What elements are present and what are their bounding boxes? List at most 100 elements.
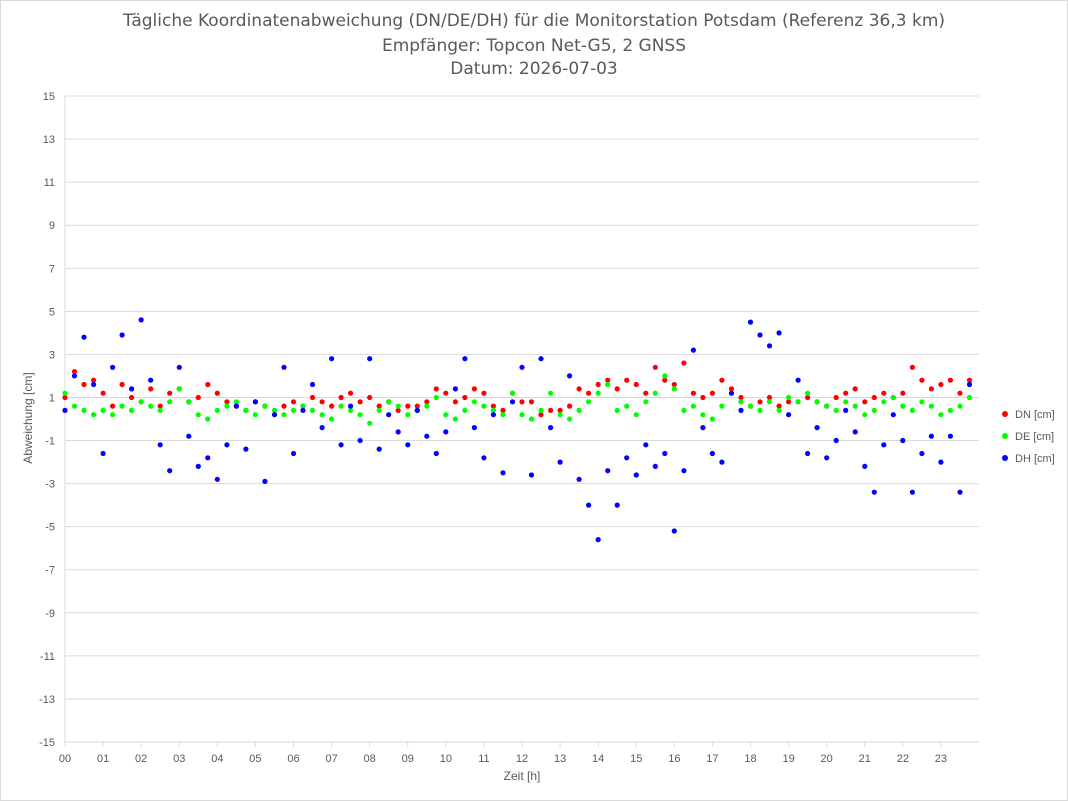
legend-marker: [1002, 411, 1008, 417]
data-point: [395, 403, 401, 409]
y-axis-label: Abweichung [cm]: [21, 372, 35, 463]
data-point: [947, 407, 954, 413]
x-tick-label: 08: [364, 753, 376, 765]
data-point: [938, 381, 944, 388]
data-point: [567, 373, 573, 379]
data-points: [62, 317, 973, 543]
y-tick-labels: 15 13 11 9 7 5 3 1 -1 -3 -5 -7 -9 -11 -13 -15: [39, 91, 55, 749]
data-point: [376, 446, 382, 452]
data-point: [243, 407, 249, 413]
data-point: [271, 412, 278, 418]
x-tick-labels: 00 01 02 03 04 05 06 07 08 09 10 11 12 13 14 15 16 17 18 19…: [59, 753, 947, 765]
data-point: [747, 319, 754, 325]
data-point: [595, 537, 601, 543]
data-point: [557, 407, 563, 413]
data-point: [709, 416, 716, 422]
data-point: [186, 399, 192, 405]
data-point: [786, 394, 792, 401]
data-point: [205, 455, 211, 461]
data-point: [833, 407, 839, 413]
data-point: [776, 407, 782, 413]
y-tick-label: 11: [44, 177, 55, 189]
x-tick-label: 05: [249, 753, 261, 765]
data-point: [386, 399, 392, 405]
data-point: [633, 412, 639, 418]
data-point: [938, 459, 944, 465]
data-point: [786, 399, 792, 405]
data-point: [519, 399, 525, 405]
x-tick-label: 06: [287, 753, 299, 765]
data-point: [433, 386, 439, 392]
data-point: [919, 399, 925, 405]
data-point: [71, 373, 78, 379]
data-point: [129, 386, 135, 392]
data-point: [662, 450, 668, 457]
data-point: [500, 412, 506, 418]
data-point: [795, 399, 801, 405]
data-point: [919, 377, 925, 383]
data-point: [548, 390, 554, 396]
data-point: [319, 425, 325, 431]
data-point: [662, 373, 668, 379]
data-point: [414, 407, 420, 413]
data-point: [205, 381, 211, 388]
data-point: [862, 412, 868, 418]
data-point: [624, 377, 630, 383]
data-point: [110, 364, 116, 370]
data-point: [700, 412, 706, 418]
legend-marker: [1002, 433, 1008, 439]
x-tick-label: 19: [782, 753, 794, 765]
data-point: [947, 377, 954, 383]
data-point: [681, 407, 687, 413]
data-point: [528, 399, 535, 405]
data-point: [719, 377, 725, 383]
data-point: [824, 403, 830, 409]
data-point: [757, 399, 763, 405]
data-point: [624, 403, 630, 409]
data-point: [890, 394, 896, 401]
data-point: [881, 399, 887, 405]
data-point: [652, 390, 658, 396]
data-point: [852, 403, 858, 409]
data-point: [338, 442, 344, 448]
y-tick-label: 9: [49, 220, 55, 232]
data-point: [119, 381, 125, 388]
data-point: [148, 403, 154, 409]
data-point: [405, 412, 411, 418]
data-point: [71, 403, 78, 409]
data-point: [214, 390, 220, 396]
data-point: [367, 394, 373, 401]
data-point: [471, 386, 477, 392]
data-point: [681, 360, 687, 366]
y-tick-label: -13: [39, 694, 55, 706]
data-point: [290, 407, 297, 413]
series-2: [62, 317, 973, 543]
data-point: [957, 489, 963, 495]
data-point: [728, 386, 735, 392]
data-point: [909, 489, 916, 495]
data-point: [757, 332, 763, 338]
data-point: [814, 399, 820, 405]
data-point: [538, 356, 544, 362]
data-point: [538, 407, 544, 413]
data-point: [643, 390, 649, 396]
data-point: [148, 377, 154, 383]
data-point: [290, 450, 297, 457]
data-point: [395, 429, 401, 435]
data-point: [424, 399, 430, 405]
data-point: [862, 463, 868, 469]
data-point: [243, 446, 249, 452]
data-point: [81, 407, 87, 413]
data-point: [167, 399, 173, 405]
data-point: [376, 403, 382, 409]
data-point: [538, 412, 544, 418]
data-point: [100, 390, 106, 396]
data-point: [329, 403, 335, 409]
data-point: [110, 403, 116, 409]
data-point: [490, 403, 496, 409]
data-point: [919, 450, 925, 457]
data-point: [662, 377, 668, 383]
data-point: [805, 394, 811, 401]
data-point: [776, 330, 782, 336]
data-point: [100, 407, 106, 413]
